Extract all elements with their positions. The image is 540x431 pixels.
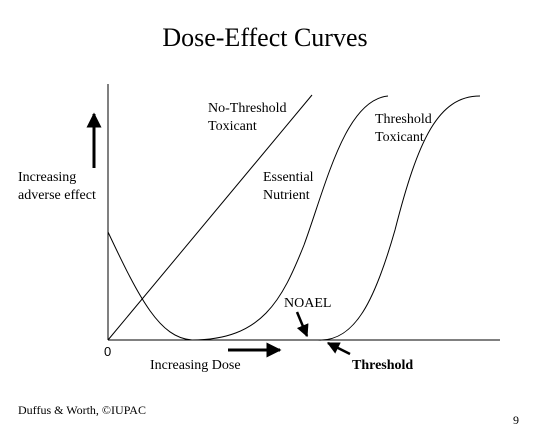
threshold-label: Threshold: [352, 358, 413, 373]
noael-label: NOAEL: [284, 296, 331, 311]
no-threshold-label-line1: No-Threshold: [208, 101, 287, 116]
threshold-toxicant-label-line2: Toxicant: [375, 130, 424, 145]
x-axis-label: Increasing Dose: [150, 358, 241, 373]
footer-credit: Duffus & Worth, ©IUPAC: [18, 403, 146, 417]
threshold-toxicant-curve: [317, 95, 481, 341]
origin-label: 0: [104, 344, 111, 359]
y-axis-label-line1: Increasing: [18, 170, 76, 185]
essential-nutrient-label-line2: Nutrient: [263, 188, 310, 203]
essential-nutrient-label-line1: Essential: [263, 170, 314, 185]
noael-arrow-icon: [295, 311, 309, 338]
y-axis-label-line2: adverse effect: [18, 188, 96, 203]
slide-title: Dose-Effect Curves: [162, 23, 367, 52]
threshold-arrow-icon: [326, 341, 351, 356]
threshold-toxicant-label-line1: Threshold: [375, 112, 432, 127]
essential-nutrient-curve: [107, 95, 389, 341]
page-number: 9: [513, 413, 519, 427]
no-threshold-label-line2: Toxicant: [208, 119, 257, 134]
